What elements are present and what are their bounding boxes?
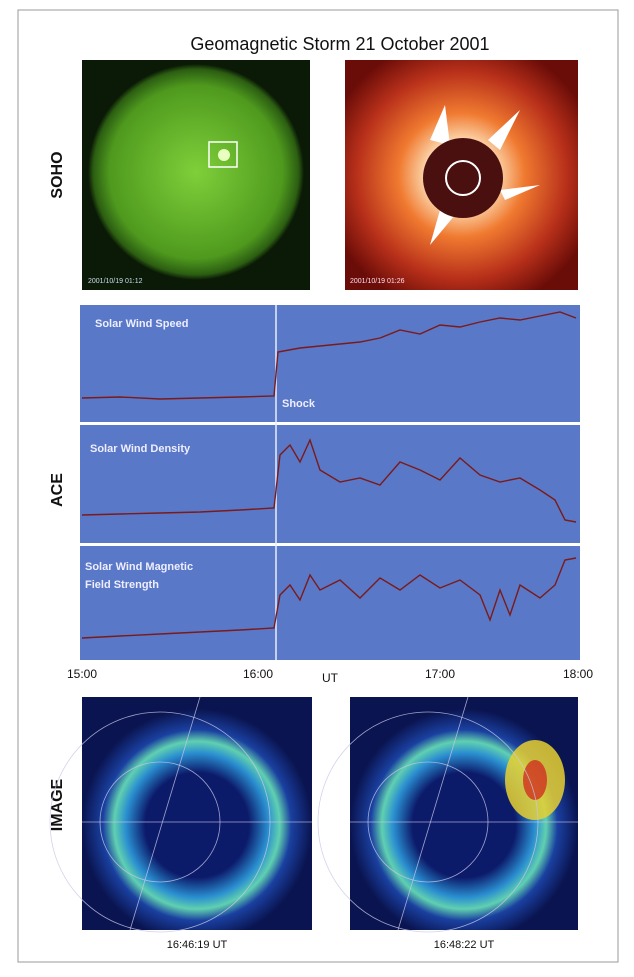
section-label: IMAGE xyxy=(49,778,66,831)
time-axis: 15:00 16:00 UT 17:00 18:00 xyxy=(67,667,593,685)
section-label: SOHO xyxy=(49,151,66,198)
label: 18:00 xyxy=(563,667,593,681)
sun-image: 2001/10/19 01:12 xyxy=(82,60,310,290)
label: Solar Wind Speed xyxy=(95,318,188,330)
label: Solar Wind Density xyxy=(90,443,191,455)
label: 16:00 xyxy=(243,667,273,681)
image-caption: 16:48:22 UT xyxy=(434,939,495,951)
label: 17:00 xyxy=(425,667,455,681)
label: 15:00 xyxy=(67,667,97,681)
aurora-image xyxy=(317,696,578,933)
image-caption: 16:46:19 UT xyxy=(167,939,228,951)
frame xyxy=(17,9,619,963)
ace-plots: Solar Wind Speed Shock Solar Wind Densit… xyxy=(80,305,580,660)
label: Solar Wind Magnetic xyxy=(85,561,193,573)
label: 2001/10/19 01:26 xyxy=(350,278,405,285)
label: UT xyxy=(322,671,339,685)
label: 2001/10/19 01:12 xyxy=(88,278,143,285)
label: Shock xyxy=(282,398,316,410)
label: Field Strength xyxy=(85,579,159,591)
section-label: ACE xyxy=(49,473,66,507)
aurora-image xyxy=(49,696,312,933)
title: Geomagnetic Storm 21 October 2001 xyxy=(190,34,489,54)
coronagraph-image: 2001/10/19 01:26 xyxy=(345,60,578,290)
